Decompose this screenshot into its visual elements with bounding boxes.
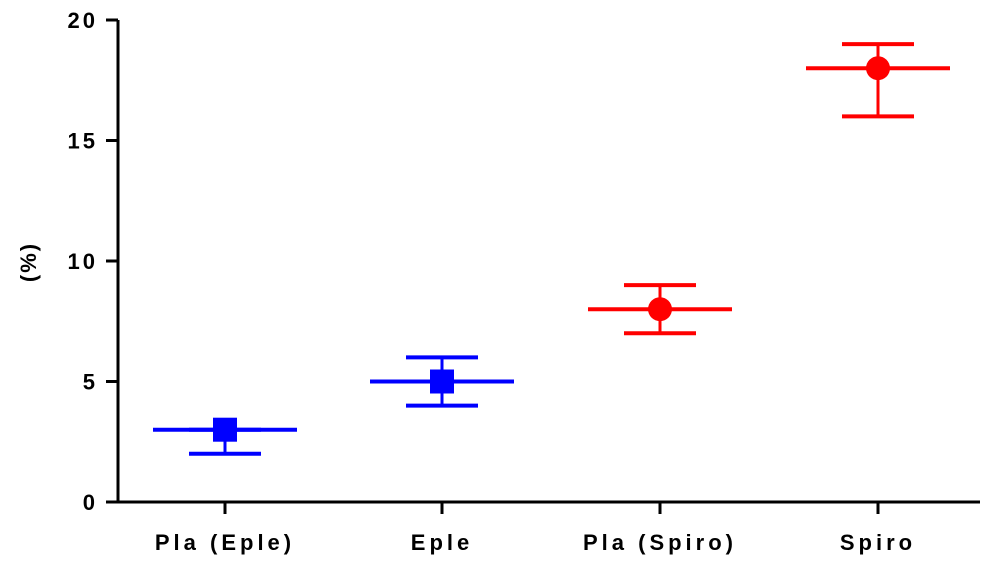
circle-marker — [648, 297, 672, 322]
x-category-label: Pla (Spiro) — [583, 530, 737, 555]
series — [153, 42, 950, 456]
y-tick-label: 20 — [68, 8, 98, 33]
data-point-group — [588, 283, 732, 336]
y-axis-title: (%) — [16, 242, 41, 282]
x-category-label: Eple — [411, 530, 473, 555]
y-ticks: 0 5 10 15 20 — [68, 8, 118, 515]
y-tick-label: 15 — [68, 129, 98, 154]
x-category-label: Pla (Eple) — [155, 530, 295, 555]
square-marker — [430, 369, 454, 394]
x-category-label: Spiro — [840, 530, 916, 555]
y-tick-label: 5 — [83, 370, 98, 395]
data-point-group — [806, 42, 950, 119]
y-tick-label: 10 — [68, 249, 98, 274]
circle-marker — [866, 56, 890, 81]
data-point-group — [370, 355, 514, 408]
square-marker — [213, 417, 237, 442]
x-ticks: Pla (Eple) Eple Pla (Spiro) Spiro — [155, 502, 916, 555]
y-tick-label: 0 — [83, 490, 98, 515]
data-point-group — [153, 417, 297, 456]
